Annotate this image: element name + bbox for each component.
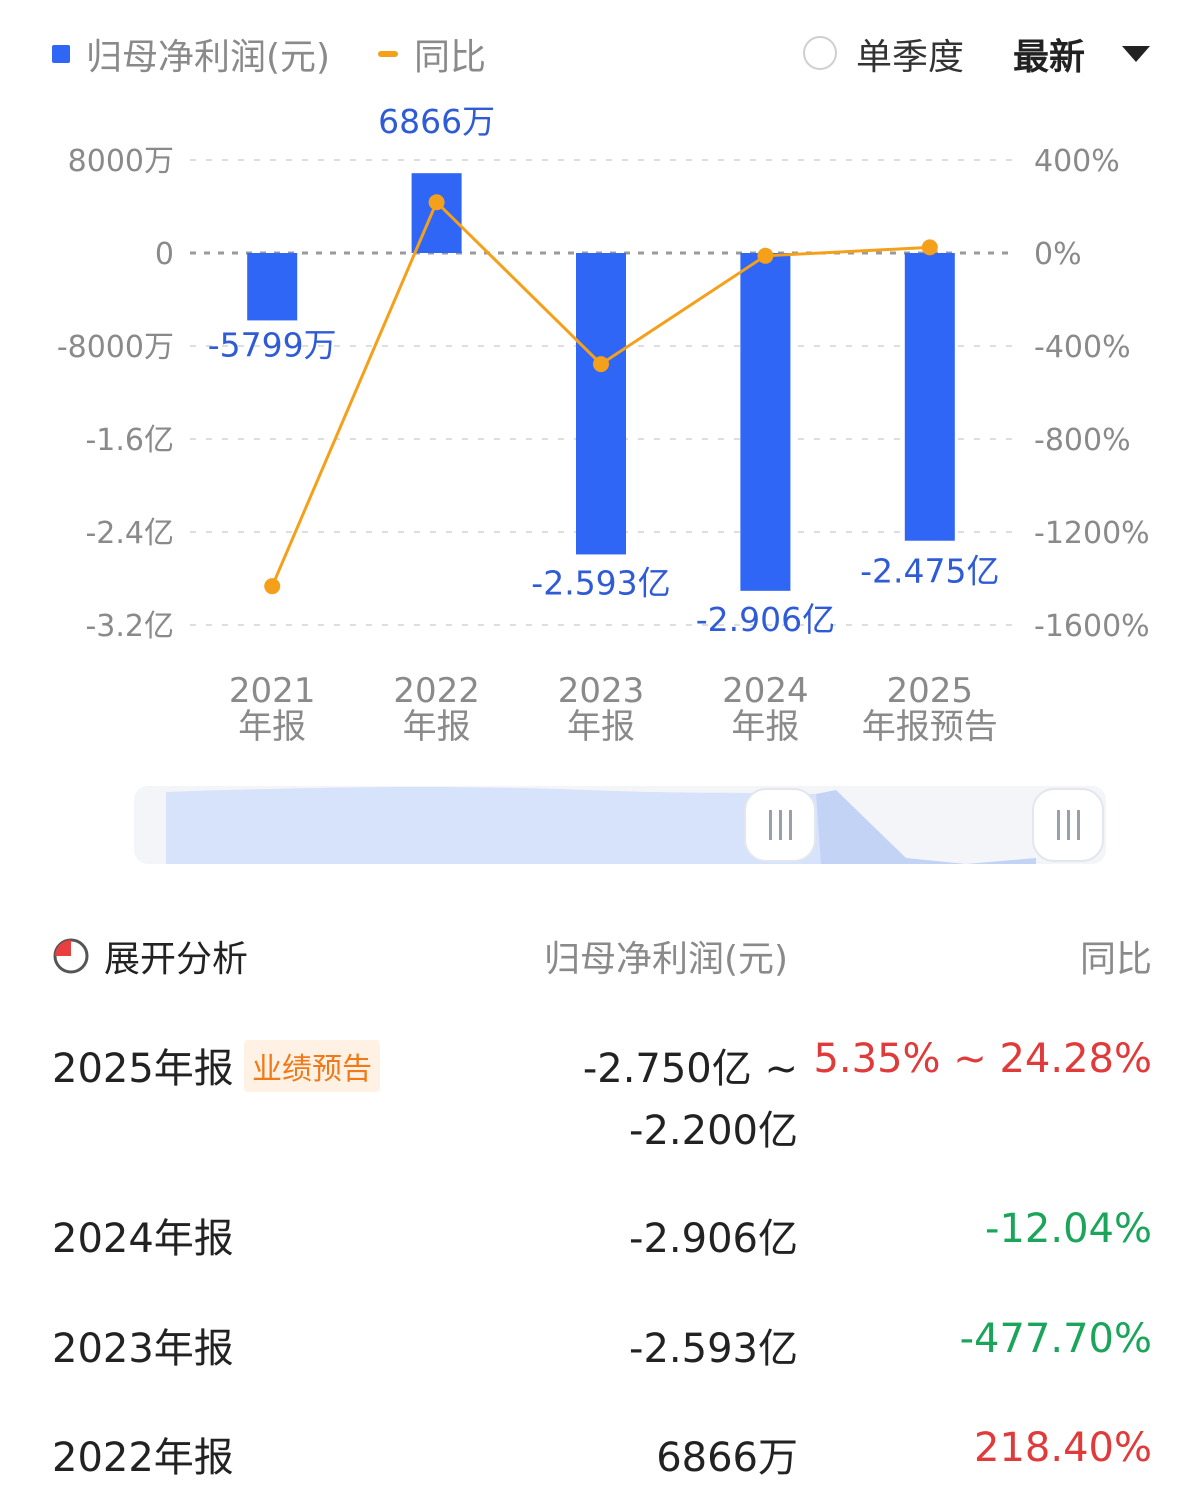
x-tick-label: 2025 [887,671,974,711]
row-period: 2022年报 [52,1435,234,1481]
row-value-line2: -2.200亿 [629,1108,798,1154]
y-right-tick-label: -400% [1034,330,1131,365]
y-left-tick-label: -8000万 [57,330,174,365]
legend-net-profit-label: 归母净利润(元) [86,37,331,78]
row-yoy: -12.04% [985,1206,1152,1252]
x-tick-label: 年报 [238,707,306,747]
row-period: 2025年报 [52,1046,234,1092]
chart-legend-bar: 归母净利润(元) 同比 单季度 最新 [0,0,1200,110]
bar-data-label: -2.475亿 [860,552,999,591]
x-tick-label: 2021 [229,671,316,711]
bar [247,253,298,321]
expand-analysis-button[interactable]: 展开分析 [52,930,248,982]
row-yoy: -477.70% [959,1316,1152,1362]
y-right-tick-label: 400% [1034,144,1120,179]
row-value: 6866万 [656,1435,798,1481]
row-period: 2024年报 [52,1216,234,1262]
legend-bar-swatch [52,45,70,63]
col-header-yoy: 同比 [1079,939,1152,980]
row-yoy: 218.40% [974,1425,1152,1471]
x-tick-label: 2022 [393,671,480,711]
caret-down-icon[interactable] [1122,46,1150,62]
legend-yoy[interactable]: 同比 [378,28,486,80]
y-left-tick-label: -3.2亿 [85,609,174,644]
pie-chart-icon [53,938,89,974]
bar-data-label: 6866万 [378,102,495,141]
row-value: -2.750亿 ~ [582,1046,798,1092]
row-period: 2023年报 [52,1326,234,1372]
expand-analysis-label: 展开分析 [104,939,249,980]
yoy-point [593,356,609,373]
bar-data-label: -2.906亿 [696,600,835,639]
net-profit-chart: -5799万 6866万 -2.593亿 -2.906亿 -2.475亿 8000万 0 -… [57,102,1150,747]
col-header-net-profit: 归母净利润(元) [544,939,789,980]
y-left-tick-label: 8000万 [68,144,174,179]
latest-dropdown[interactable]: 最新 [1013,37,1086,78]
yoy-point [921,239,938,256]
yoy-point [428,194,445,211]
x-tick-label: 年报预告 [862,707,998,747]
y-right-tick-label: -1600% [1034,609,1150,644]
y-right-tick-label: -800% [1034,423,1131,458]
y-right-tick-label: -1200% [1034,516,1150,551]
x-tick-label: 年报 [731,707,799,747]
bar [576,253,626,555]
bar-data-label: -2.593亿 [531,563,670,602]
bar [904,253,955,541]
row-value: -2.906亿 [629,1216,798,1262]
yoy-point [757,247,774,264]
x-tick-label: 2024 [722,671,809,711]
bar-data-label: -5799万 [208,325,337,364]
legend-line-swatch [378,51,398,57]
range-slider-right-handle[interactable] [1032,788,1104,862]
range-slider-left-handle[interactable] [744,788,816,862]
y-left-tick-label: -2.4亿 [85,516,174,551]
row-yoy: 5.35% ~ 24.28% [813,1036,1152,1082]
single-quarter-radio[interactable] [803,36,837,70]
legend-yoy-label: 同比 [414,37,487,78]
forecast-badge: 业绩预告 [244,1040,380,1092]
y-left-tick-label: 0 [155,237,174,272]
range-slider-preview [166,786,1036,864]
x-tick-label: 年报 [403,707,471,747]
x-tick-label: 年报 [567,707,635,747]
bar [740,253,791,591]
row-value: -2.593亿 [629,1326,798,1372]
legend-net-profit[interactable]: 归母净利润(元) [52,28,330,80]
yoy-point [264,578,281,595]
x-tick-label: 2023 [558,671,645,711]
y-right-tick-label: 0% [1034,237,1082,272]
single-quarter-label[interactable]: 单季度 [856,37,965,78]
y-left-tick-label: -1.6亿 [85,423,174,458]
